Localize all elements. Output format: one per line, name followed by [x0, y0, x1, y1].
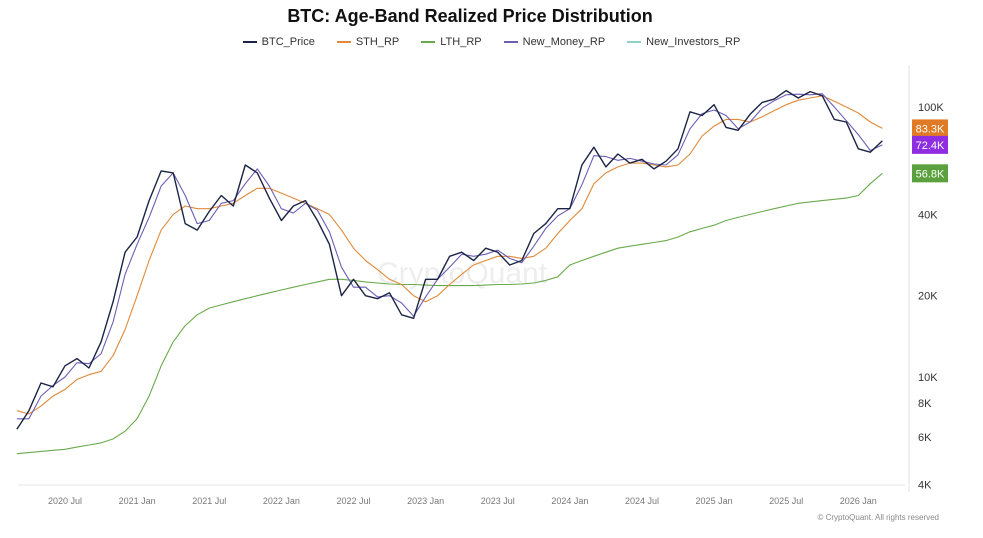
x-tick-label: 2026 Jan: [840, 496, 877, 506]
value-tag: [912, 135, 948, 154]
x-tick-label: 2024 Jan: [551, 496, 588, 506]
x-tick-label: 2024 Jul: [625, 496, 659, 506]
x-tick-label: 2023 Jan: [407, 496, 444, 506]
y-tick-label: 40K: [918, 209, 938, 221]
legend-label: BTC_Price: [261, 36, 315, 48]
series-line-btc-price: [16, 89, 883, 430]
legend-item[interactable]: LTH_RP: [421, 36, 482, 48]
series-line-sth-rp: [16, 95, 883, 415]
x-tick-label: 2023 Jul: [481, 496, 515, 506]
value-tag-label: 83.3K: [916, 123, 945, 135]
y-tick-label: 8K: [918, 398, 932, 410]
x-tick-label: 2022 Jul: [336, 496, 370, 506]
legend: BTC_Price STH_RP LTH_RP New_Money_RP New_Inv…: [0, 36, 983, 48]
legend-swatch: [242, 41, 257, 43]
legend-label: LTH_RP: [440, 36, 482, 48]
value-tag-label: 72.4K: [916, 140, 945, 152]
x-tick-label: 2020 Jul: [48, 496, 82, 506]
legend-swatch: [421, 41, 436, 43]
legend-label: New_Money_RP: [522, 36, 606, 48]
legend-label: New_Investors_RP: [646, 36, 741, 48]
x-tick-label: 2025 Jan: [696, 496, 733, 506]
legend-swatch: [336, 41, 351, 43]
y-tick-label: 4K: [918, 479, 932, 491]
x-tick-label: 2025 Jul: [769, 496, 803, 506]
y-tick-label: 10K: [918, 372, 938, 384]
legend-swatch: [627, 41, 642, 43]
copyright-footer: © CryptoQuant. All rights reserved: [817, 513, 940, 522]
x-tick-label: 2021 Jul: [192, 496, 226, 506]
chart-title: BTC: Age-Band Realized Price Distributio…: [287, 6, 653, 26]
series-line-new-money-rp: [16, 93, 883, 420]
value-tag-label: 56.8K: [916, 168, 945, 180]
legend-swatch: [503, 41, 518, 43]
legend-item[interactable]: BTC_Price: [242, 36, 315, 48]
x-tick-label: 2021 Jan: [119, 496, 156, 506]
y-tick-label: 100K: [918, 102, 944, 114]
value-tag: [912, 119, 948, 138]
value-tag: [912, 164, 948, 183]
legend-item[interactable]: New_Money_RP: [503, 36, 606, 48]
legend-label: STH_RP: [355, 36, 400, 48]
y-tick-label: 20K: [918, 291, 938, 303]
y-tick-label: 6K: [918, 432, 932, 444]
legend-item[interactable]: STH_RP: [336, 36, 400, 48]
series-line-lth-rp: [16, 172, 883, 455]
legend-item[interactable]: New_Investors_RP: [627, 36, 740, 48]
x-tick-label: 2022 Jan: [263, 496, 300, 506]
